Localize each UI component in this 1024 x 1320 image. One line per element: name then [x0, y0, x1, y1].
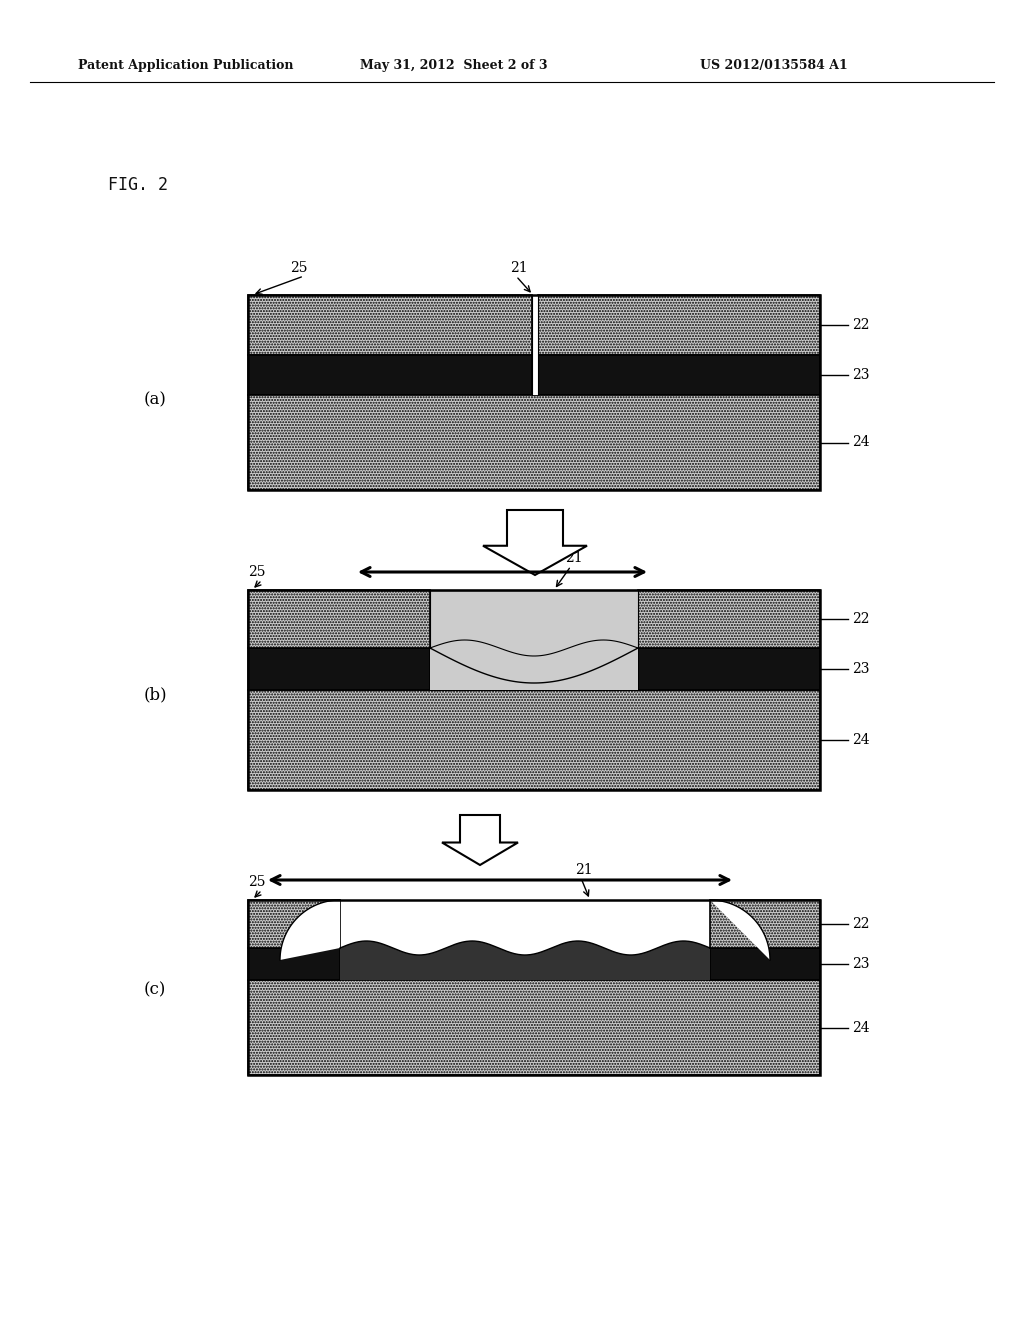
Bar [248, 900, 820, 1074]
Text: May 31, 2012  Sheet 2 of 3: May 31, 2012 Sheet 2 of 3 [360, 58, 548, 71]
Text: 21: 21 [565, 550, 583, 565]
Text: 22: 22 [852, 917, 869, 931]
Text: 23: 23 [852, 957, 869, 972]
Bar [532, 294, 538, 395]
Bar [248, 979, 820, 1074]
Bar [248, 900, 340, 948]
Polygon shape [442, 814, 518, 865]
Polygon shape [280, 900, 340, 960]
Bar [248, 590, 820, 789]
Bar [430, 648, 638, 690]
Bar [710, 900, 820, 948]
Polygon shape [430, 640, 638, 690]
Text: 22: 22 [852, 318, 869, 333]
Bar [638, 590, 820, 648]
Text: 21: 21 [575, 863, 593, 876]
Text: (a): (a) [143, 392, 167, 408]
Bar [710, 948, 820, 979]
Bar [248, 294, 820, 490]
Text: 23: 23 [852, 368, 869, 381]
Text: 23: 23 [852, 663, 869, 676]
Text: US 2012/0135584 A1: US 2012/0135584 A1 [700, 58, 848, 71]
Text: 25: 25 [248, 565, 265, 579]
Bar [538, 294, 820, 355]
Text: Patent Application Publication: Patent Application Publication [78, 58, 294, 71]
Bar [538, 355, 820, 395]
Bar [248, 395, 820, 490]
Text: 22: 22 [852, 612, 869, 626]
Bar [248, 355, 532, 395]
Bar [248, 294, 532, 355]
Bar [638, 648, 820, 690]
Bar [248, 590, 430, 648]
Text: 24: 24 [852, 436, 869, 450]
Text: (b): (b) [143, 686, 167, 704]
Polygon shape [430, 590, 638, 682]
Text: 24: 24 [852, 733, 869, 747]
Polygon shape [710, 900, 770, 960]
Text: 21: 21 [510, 261, 527, 275]
Bar [248, 648, 430, 690]
Text: 24: 24 [852, 1020, 869, 1035]
Text: 25: 25 [290, 261, 307, 275]
Bar [248, 690, 820, 789]
Text: (c): (c) [143, 982, 166, 998]
Polygon shape [340, 941, 710, 979]
Polygon shape [483, 510, 587, 576]
Text: 25: 25 [248, 875, 265, 888]
Bar [248, 948, 340, 979]
Text: FIG. 2: FIG. 2 [108, 176, 168, 194]
